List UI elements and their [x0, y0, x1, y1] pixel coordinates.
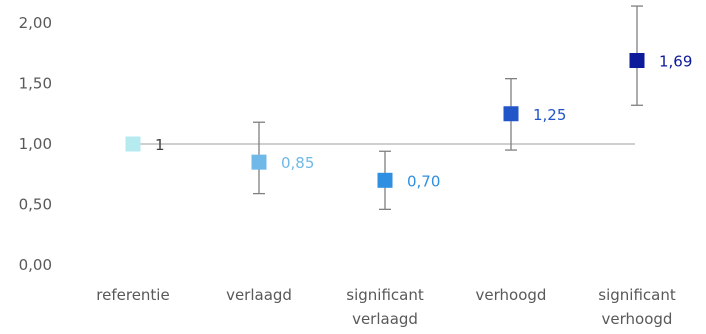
- data-labels: 1 0,85 0,70 1,25 1,69: [155, 53, 692, 191]
- data-point: [377, 172, 393, 188]
- x-category-label: verlaagd: [226, 286, 292, 304]
- data-points: [125, 53, 645, 188]
- data-label: 1: [155, 136, 165, 154]
- y-tick-label: 1,50: [19, 75, 52, 93]
- x-axis-categories: referentie verlaagd significant verlaagd ver…: [96, 286, 676, 328]
- data-point: [251, 154, 267, 170]
- x-category-label: significant verlaagd: [346, 286, 424, 328]
- x-category-label: significant verhoogd: [598, 286, 676, 328]
- x-category-label: referentie: [96, 286, 169, 304]
- data-label: 0,85: [281, 154, 314, 172]
- data-point: [503, 106, 519, 122]
- y-tick-label: 0,50: [19, 196, 52, 214]
- y-tick-label: 1,00: [19, 135, 52, 153]
- data-label: 1,69: [659, 53, 692, 71]
- error-bars: [253, 5, 643, 210]
- data-point: [125, 136, 141, 152]
- data-point: [629, 53, 645, 69]
- x-category-label: verhoogd: [476, 286, 547, 304]
- data-label: 0,70: [407, 172, 440, 190]
- y-tick-label: 0,00: [19, 256, 52, 274]
- y-tick-label: 2,00: [19, 14, 52, 32]
- data-label: 1,25: [533, 106, 566, 124]
- y-axis: 0,00 0,50 1,00 1,50 2,00: [19, 14, 52, 274]
